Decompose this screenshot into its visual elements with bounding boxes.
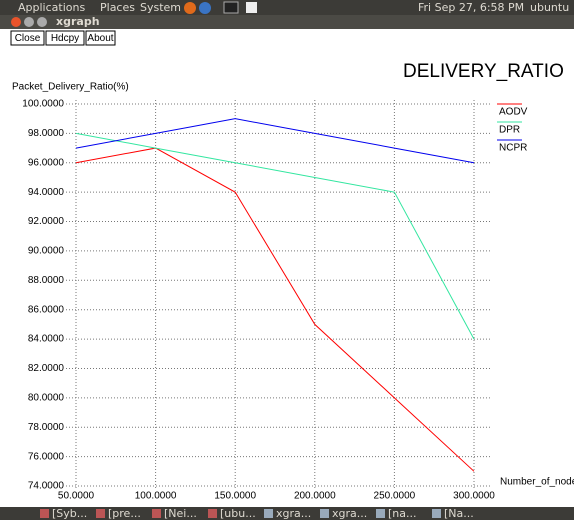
x-tick-label: 200.0000 (294, 491, 336, 502)
user[interactable]: ubuntu (530, 1, 569, 14)
task-icon[interactable] (40, 509, 49, 518)
series-line (75, 132, 475, 340)
y-axis-label: Packet_Delivery_Ratio(%) (12, 82, 129, 93)
x-tick-label: 300.0000 (453, 491, 495, 502)
series-line (75, 118, 475, 164)
legend-label: DPR (499, 125, 520, 136)
window-title: xgraph (56, 15, 100, 28)
x-tick-label: 150.0000 (214, 491, 256, 502)
menu[interactable]: System (140, 1, 181, 14)
y-tick-label: 84.0000 (28, 334, 65, 345)
task-icon[interactable] (376, 509, 385, 518)
task-item[interactable]: [na... (388, 507, 417, 520)
title-bar (0, 15, 574, 29)
maximize-window[interactable] (37, 17, 47, 27)
button-label[interactable]: Hdcpy (51, 33, 79, 44)
y-tick-label: 98.0000 (28, 128, 65, 139)
task-icon[interactable] (320, 509, 329, 518)
terminal-icon[interactable] (223, 1, 239, 14)
y-tick-label: 86.0000 (28, 304, 65, 315)
minimize-window[interactable] (24, 17, 34, 27)
close-window[interactable] (11, 17, 21, 27)
x-tick-label: 250.0000 (374, 491, 416, 502)
task-item[interactable]: xgra... (276, 507, 311, 520)
button-label[interactable]: About (87, 33, 113, 44)
task-icon[interactable] (96, 509, 105, 518)
legend-label: AODV (499, 107, 528, 118)
task-icon[interactable] (152, 509, 161, 518)
task-item[interactable]: [pre... (108, 507, 141, 520)
task-item[interactable]: [Na... (444, 507, 474, 520)
task-item[interactable]: [ubu... (220, 507, 256, 520)
series-line (75, 147, 475, 472)
task-item[interactable]: [Syb... (52, 507, 87, 520)
y-tick-label: 96.0000 (28, 157, 65, 168)
y-tick-label: 94.0000 (28, 187, 65, 198)
clock[interactable]: Fri Sep 27, 6:58 PM (418, 1, 524, 14)
y-tick-label: 82.0000 (28, 363, 65, 374)
firefox-icon[interactable] (184, 2, 196, 14)
y-tick-label: 88.0000 (28, 275, 65, 286)
help-icon[interactable] (199, 2, 211, 14)
task-icon[interactable] (432, 509, 441, 518)
top-panel (0, 0, 574, 15)
y-tick-label: 80.0000 (28, 392, 65, 403)
y-tick-label: 78.0000 (28, 422, 65, 433)
button[interactable] (10, 30, 45, 46)
x-tick-label: 100.0000 (135, 491, 177, 502)
task-icon[interactable] (264, 509, 273, 518)
task-item[interactable]: [Nei... (164, 507, 197, 520)
button[interactable] (45, 30, 85, 46)
editor-icon[interactable] (246, 2, 257, 13)
y-tick-label: 76.0000 (28, 451, 65, 462)
y-tick-label: 74.0000 (28, 481, 65, 492)
chart-title: DELIVERY_RATIO (403, 61, 564, 82)
x-axis-label: Number_of_node (500, 477, 574, 488)
x-tick-label: 50.0000 (58, 491, 95, 502)
y-tick-label: 90.0000 (28, 246, 65, 257)
task-item[interactable]: xgra... (332, 507, 367, 520)
legend-label: NCPR (499, 143, 527, 154)
button-label[interactable]: Close (15, 33, 41, 44)
button[interactable] (85, 30, 116, 46)
taskbar (0, 507, 574, 520)
menu[interactable]: Places (100, 1, 135, 14)
y-tick-label: 100.0000 (22, 99, 64, 110)
y-tick-label: 92.0000 (28, 216, 65, 227)
task-icon[interactable] (208, 509, 217, 518)
menu[interactable]: Applications (18, 1, 85, 14)
